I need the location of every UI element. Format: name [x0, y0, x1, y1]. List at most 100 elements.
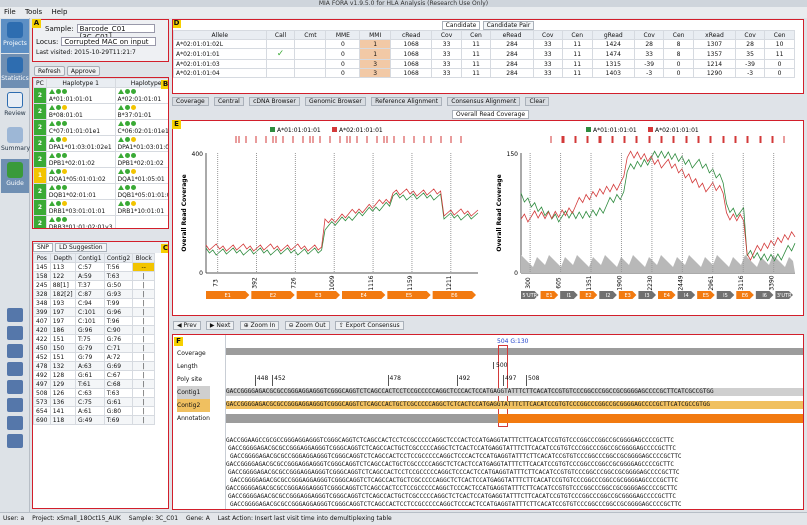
snp-row[interactable]: 407 197 C:101 T:96 | [33, 316, 155, 326]
haplotype-cell[interactable]: B*37:01:01 [114, 103, 168, 120]
consensus-alignment-button[interactable]: Consensus Alignment [447, 97, 521, 106]
candidate-col[interactable]: Cov [634, 30, 665, 40]
candidate-col[interactable]: Cen [764, 30, 795, 40]
candidate-row[interactable]: A*02:01:01:03 0 3 1068 33 11 284 33 11 1315 -39 0 12… [173, 59, 795, 69]
snp-row[interactable]: 478 132 A:63 G:69 | [33, 361, 155, 371]
tab-snp[interactable]: SNP [33, 243, 53, 252]
cdna-browser-button[interactable]: cDNA Browser [249, 97, 300, 106]
haplotype-cell[interactable]: B*08:01:01 [45, 103, 116, 120]
snp-col-contig1[interactable]: Contig1 [75, 253, 105, 263]
haplotype-row[interactable]: 2 DRB1*03:01:01:01 DRB1*10:01:01 [33, 199, 168, 216]
candidate-col[interactable]: xRead [692, 30, 736, 40]
snp-col-depth[interactable]: Depth [49, 253, 77, 263]
snp-row[interactable]: 328 182[2] C:87 G:93 | [33, 289, 155, 299]
export-icon[interactable] [7, 362, 23, 376]
hap-col-pc[interactable]: PC [33, 78, 47, 88]
zoom-in-button[interactable]: ⊕ Zoom In [239, 321, 280, 330]
sample-select[interactable]: Barcode_C01 [3C_C01] [76, 24, 155, 41]
snp-row[interactable]: 348 193 C:94 T:99 | [33, 298, 155, 308]
haplotype-cell[interactable] [114, 215, 168, 228]
snp-row[interactable]: 654 141 A:61 G:80 | [33, 406, 155, 416]
next-button[interactable]: ▶ Next [205, 321, 235, 330]
book-icon[interactable] [7, 380, 23, 394]
candidate-col[interactable]: Cen [663, 30, 694, 40]
prev-button[interactable]: ◀ Prev [173, 321, 201, 330]
export-consensus-button[interactable]: ⇪ Export Consensus [334, 321, 404, 330]
clear-button[interactable]: Clear [525, 97, 550, 106]
haplotype-cell[interactable]: DQB1*02:01:01 [45, 183, 116, 200]
coverage-button[interactable]: Coverage [172, 97, 209, 106]
haplotype-cell[interactable]: DQB1*05:01:01:02 [114, 183, 168, 200]
candidate-col[interactable]: MMI [359, 30, 391, 40]
genomic-browser-button[interactable]: Genomic Browser [305, 97, 366, 106]
zoom-out-button[interactable]: ⊖ Zoom Out [284, 321, 330, 330]
candidate-row[interactable]: A*02:01:01:01 ✓ 0 1 1068 33 11 284 33 11 1474 33 8 13… [173, 48, 795, 60]
menu-file[interactable]: File [4, 8, 16, 16]
central-button[interactable]: Central [213, 97, 244, 106]
row-contig2[interactable]: Contig2 [177, 399, 210, 412]
snp-row[interactable]: 452 151 G:79 A:72 | [33, 352, 155, 362]
haplotype-cell[interactable]: DPA1*01:03:01:02e1 [45, 135, 116, 152]
snp-row[interactable]: 573 136 C:75 G:61 | [33, 397, 155, 407]
haplotype-cell[interactable]: DQA1*05:01:01:02 [45, 167, 116, 184]
snp-row[interactable]: 497 129 T:61 C:68 | [33, 379, 155, 389]
candidate-col[interactable]: Allele [173, 30, 267, 40]
reference-alignment-button[interactable]: Reference Alignment [371, 97, 443, 106]
snp-row[interactable]: 399 197 C:101 G:96 | [33, 307, 155, 317]
nav-projects[interactable]: Projects [1, 19, 29, 53]
candidate-col[interactable]: Call [265, 30, 296, 40]
snp-row[interactable]: 420 186 G:96 C:90 | [33, 325, 155, 335]
haplotype-cell[interactable]: DPB1*02:01:02 [114, 151, 168, 168]
haplotype-row[interactable]: 2 B*08:01:01 B*37:01:01 [33, 103, 168, 120]
candidate-col[interactable]: Cen [460, 30, 492, 40]
haplotype-cell[interactable]: DRB1*03:01:01:01 [45, 199, 116, 216]
refresh-button[interactable]: Refresh [34, 66, 65, 76]
candidate-col[interactable]: Cov [734, 30, 766, 40]
candidate-col[interactable]: gRead [591, 30, 636, 40]
tab-overall-read-coverage[interactable]: Overall Read Coverage [452, 110, 530, 119]
haplotype-row[interactable]: 2 A*01:01:01:01 A*02:01:01:01 [33, 87, 168, 104]
list-icon[interactable] [7, 308, 23, 322]
haplotype-cell[interactable]: C*06:02:01:01e1 [114, 119, 168, 136]
haplotype-cell[interactable]: A*01:01:01:01 [45, 87, 116, 104]
locus-select[interactable]: Corrupted MAC on input [61, 37, 157, 46]
haplotype-cell[interactable]: DQA1*01:05:01 [114, 167, 168, 184]
snp-row[interactable]: 422 151 T:75 G:76 | [33, 334, 155, 344]
candidate-row[interactable]: A*02:01:01:02L 0 1 1068 33 11 284 33 11 1424 28 8 13… [173, 39, 795, 49]
tab-ld-suggestion[interactable]: LD Suggestion [55, 243, 107, 252]
candidate-col[interactable]: cRead [389, 30, 433, 40]
haplotype-cell[interactable]: DRB3*01:01:02:01v3 [45, 215, 116, 228]
candidate-col[interactable]: Cov [431, 30, 462, 40]
candidate-col[interactable]: Cmt [294, 30, 327, 40]
candidate-col[interactable]: Cen [561, 30, 593, 40]
snp-row[interactable]: 145 113 C:57 T:56 -- [33, 262, 155, 272]
haplotype-row[interactable]: 2 DRB3*01:01:02:01v3 [33, 215, 168, 228]
haplotype-row[interactable]: 2 DPB1*02:01:02 DPB1*02:01:02 [33, 151, 168, 168]
search-icon[interactable] [7, 398, 23, 412]
nav-summary[interactable]: Summary [1, 124, 30, 158]
snp-col-pos[interactable]: Pos [33, 253, 51, 263]
tab-candidate-pair[interactable]: Candidate Pair [482, 21, 535, 30]
molecule-icon[interactable] [7, 434, 23, 448]
haplotype-cell[interactable]: C*07:01:01:01e1 [45, 119, 116, 136]
snp-row[interactable]: 450 150 G:79 C:71 | [33, 343, 155, 353]
grid-icon[interactable] [7, 326, 23, 340]
snp-row[interactable]: 158 122 A:59 T:63 | [33, 271, 155, 281]
haplotype-cell[interactable]: DPA1*01:03:01:01e1 [114, 135, 168, 152]
nav-statistics[interactable]: Statistics [1, 54, 29, 88]
hap-col-1[interactable]: Haplotype 1 [45, 78, 116, 88]
haplotype-row[interactable]: 1 DQA1*05:01:01:02 DQA1*01:05:01 [33, 167, 168, 184]
candidate-col[interactable]: Cov [532, 30, 563, 40]
snp-row[interactable]: 492 128 G:61 C:67 | [33, 370, 155, 380]
haplotype-row[interactable]: 2 C*07:01:01:01e1 C*06:02:01:01e1 [33, 119, 168, 136]
network-icon[interactable] [7, 344, 23, 358]
menu-help[interactable]: Help [51, 8, 68, 16]
haplotype-cell[interactable]: A*02:01:01:01 [114, 87, 168, 104]
haplotype-row[interactable]: 2 DQB1*02:01:01 DQB1*05:01:01:02 [33, 183, 168, 200]
candidate-row[interactable]: A*02:01:01:04 0 3 1068 33 11 284 33 11 1403 -3 0 129… [173, 68, 795, 78]
row-contig1[interactable]: Contig1 [177, 386, 210, 399]
snp-col-contig2[interactable]: Contig2 [103, 253, 134, 263]
snp-row[interactable]: 245 88[1] T:37 G:50 | [33, 280, 155, 290]
nav-review[interactable]: Review [1, 89, 29, 123]
